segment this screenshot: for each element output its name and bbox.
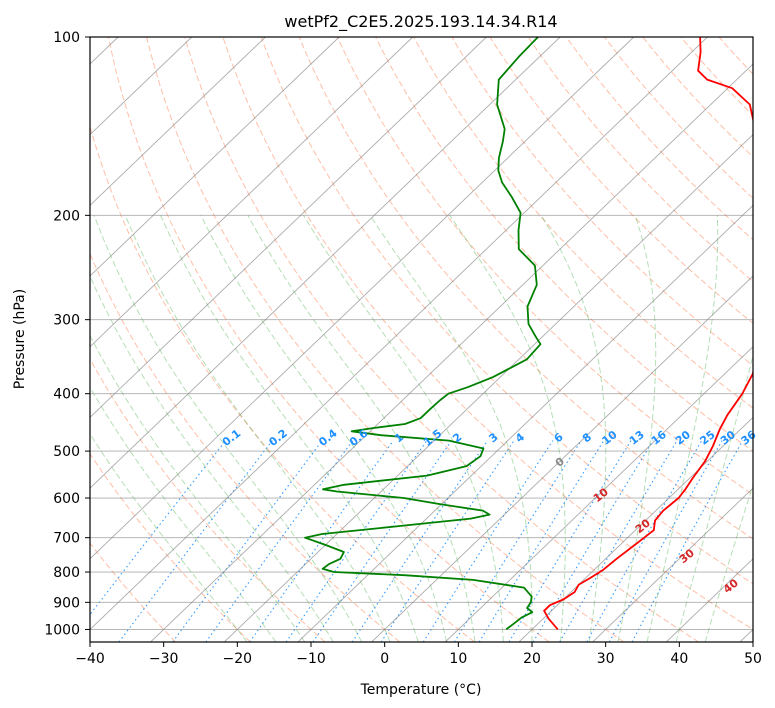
mixing-ratio-line xyxy=(380,440,515,642)
y-tick-label: 500 xyxy=(53,444,80,460)
x-axis-label: Temperature (°C) xyxy=(360,682,482,698)
y-tick-label: 400 xyxy=(53,387,80,403)
isotherm-line xyxy=(444,346,753,642)
isotherm-line xyxy=(90,37,414,348)
dry-adiabat-line xyxy=(90,252,401,642)
dry-adiabat-line xyxy=(90,453,251,642)
chart-title: wetPf2_C2E5.2025.193.14.34.R14 xyxy=(284,12,557,32)
y-tick-label: 200 xyxy=(53,208,80,224)
y-tick-label: 300 xyxy=(53,313,80,329)
mixing-ratio-line xyxy=(586,440,703,642)
mixing-ratio-line xyxy=(608,440,723,642)
x-tick-label: 50 xyxy=(744,651,762,667)
y-tick-label: 1000 xyxy=(44,622,80,638)
dry-adiabat-line xyxy=(451,37,753,367)
dry-adiabat-line xyxy=(375,37,753,452)
y-tick-label: 900 xyxy=(53,595,80,611)
moist-adiabat-line xyxy=(247,215,476,642)
isotherm-line xyxy=(90,37,561,489)
x-tick-label: 20 xyxy=(523,651,541,667)
moist-adiabat-line xyxy=(540,215,607,642)
axes: −40 −30 −20 −10 0 10 20 30 40 50 100 200 300 400 500 60… xyxy=(44,30,762,667)
mixing-ratio-line xyxy=(249,440,394,642)
dewpoint-profile-line xyxy=(304,37,542,631)
x-tick-label: 10 xyxy=(449,651,467,667)
moist-adiabat-line xyxy=(90,386,277,642)
dry-adiabat-line xyxy=(146,37,625,642)
x-tick-label: 40 xyxy=(670,651,688,667)
isotherm-line xyxy=(518,416,753,642)
isotherm-line xyxy=(150,63,753,642)
dry-adiabat-line xyxy=(90,124,475,642)
plot-frame xyxy=(89,36,754,643)
x-tick-label: −10 xyxy=(296,651,326,667)
mixing-ratio-line xyxy=(118,440,273,642)
moist-adiabat-line xyxy=(369,215,533,642)
x-tick-label: −40 xyxy=(75,651,105,667)
dry-adiabat-label: -10 xyxy=(0,23,4,46)
moist-adiabat-line xyxy=(90,275,334,642)
y-tick-label: 800 xyxy=(53,565,80,581)
dry-adiabat-line xyxy=(260,37,753,585)
isotherm-line xyxy=(90,37,487,419)
moist-adiabat-line xyxy=(90,432,248,642)
y-tick-label: 700 xyxy=(53,531,80,547)
dry-adiabat-line xyxy=(336,37,753,496)
moist-adiabat-line xyxy=(646,215,719,642)
isotherm-line xyxy=(371,275,753,642)
isotherm-line xyxy=(90,37,708,631)
moist-adiabat-line xyxy=(90,334,306,642)
mixing-ratio-line xyxy=(559,440,678,642)
x-tick-label: 0 xyxy=(380,651,389,667)
x-tick-label: −20 xyxy=(223,651,253,667)
dry-adiabat-line xyxy=(489,37,753,324)
x-tick-label: −30 xyxy=(149,651,179,667)
mixing-ratio-line xyxy=(478,440,605,642)
dry-adiabat-line xyxy=(90,542,177,642)
x-tick-label: 30 xyxy=(597,651,615,667)
moist-adiabat-line xyxy=(704,483,753,642)
isotherm-line xyxy=(297,204,753,642)
moist-adiabat-line xyxy=(617,215,657,642)
isotherm-line xyxy=(90,37,340,277)
isotherm-line xyxy=(223,134,753,642)
moist-adiabat-line xyxy=(675,353,753,642)
mixing-ratio-line xyxy=(285,440,428,642)
mixing-ratio-line xyxy=(631,440,744,642)
isotherm-line xyxy=(90,37,635,560)
moist-adiabat-line xyxy=(124,215,391,642)
moist-adiabat-line xyxy=(93,215,363,642)
moist-adiabat-line xyxy=(160,215,419,642)
temperature-profile-line xyxy=(543,37,753,630)
series-layer xyxy=(304,37,753,631)
moist-adiabat-line xyxy=(303,215,504,642)
y-tick-label: 100 xyxy=(53,30,80,46)
isotherm-line xyxy=(90,37,266,206)
y-axis-label: Pressure (hPa) xyxy=(12,289,28,389)
dry-adiabat-line xyxy=(108,37,550,642)
dry-adiabat-line xyxy=(184,37,699,642)
moist-adiabat-line xyxy=(200,215,448,642)
isotherm-line xyxy=(592,487,753,642)
grid-layer xyxy=(90,37,753,642)
y-tick-label: 600 xyxy=(53,491,80,507)
mixing-ratio-line xyxy=(453,440,582,642)
